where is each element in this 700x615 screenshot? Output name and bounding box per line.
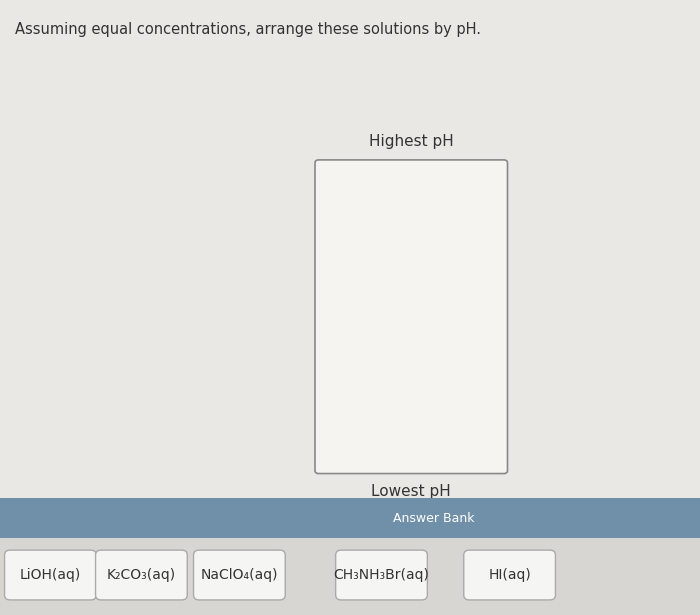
Text: Highest pH: Highest pH [369, 135, 454, 149]
Text: Answer Bank: Answer Bank [393, 512, 475, 525]
Text: NaClO₄(aq): NaClO₄(aq) [201, 568, 278, 582]
FancyBboxPatch shape [95, 550, 188, 600]
FancyBboxPatch shape [336, 550, 427, 600]
FancyBboxPatch shape [4, 550, 97, 600]
Text: K₂CO₃(aq): K₂CO₃(aq) [107, 568, 176, 582]
FancyBboxPatch shape [463, 550, 555, 600]
Bar [0, 538, 700, 615]
Bar [0, 498, 700, 538]
FancyBboxPatch shape [193, 550, 286, 600]
Text: HI(aq): HI(aq) [488, 568, 531, 582]
Text: CH₃NH₃Br(aq): CH₃NH₃Br(aq) [334, 568, 429, 582]
Text: LiOH(aq): LiOH(aq) [20, 568, 81, 582]
Text: Assuming equal concentrations, arrange these solutions by pH.: Assuming equal concentrations, arrange t… [15, 22, 482, 36]
FancyBboxPatch shape [315, 160, 508, 474]
Text: Lowest pH: Lowest pH [372, 484, 451, 499]
